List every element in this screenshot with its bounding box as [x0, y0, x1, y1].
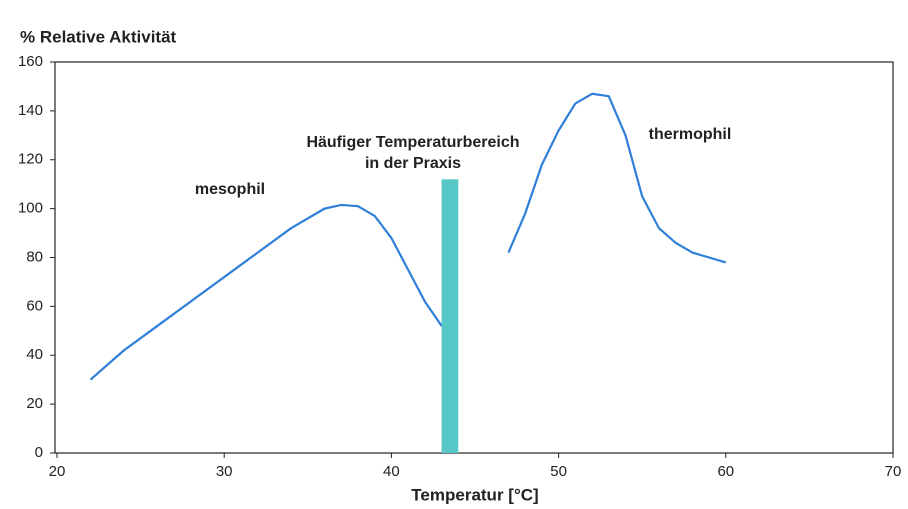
x-tick-label: 30 — [216, 463, 233, 480]
y-tick-label: 20 — [26, 395, 43, 412]
series-label: mesophil — [195, 181, 265, 198]
y-tick-label: 60 — [26, 297, 43, 314]
y-tick-label: 120 — [18, 151, 43, 168]
x-tick-label: 60 — [717, 463, 734, 480]
line — [507, 92, 727, 264]
y-tick-label: 100 — [18, 200, 43, 217]
x-axis-label: Temperatur [°C] — [411, 485, 538, 504]
band-label: Häufiger Temperaturbereich — [306, 134, 519, 151]
x-tick-label: 20 — [49, 463, 66, 480]
y-tick-label: 140 — [18, 102, 43, 119]
x-tick-label: 40 — [383, 463, 400, 480]
y-tick-label: 40 — [26, 346, 43, 363]
y-tick-label: 0 — [35, 444, 43, 461]
x-tick-label: 50 — [550, 463, 567, 480]
x-tick-label: 70 — [885, 463, 902, 480]
line — [89, 203, 443, 381]
band — [441, 179, 459, 454]
y-tick-label: 80 — [26, 248, 43, 265]
band-label: in der Praxis — [365, 155, 461, 172]
chart-title: % Relative Aktivität — [20, 27, 177, 46]
series-label: thermophil — [649, 126, 732, 143]
y-tick-label: 160 — [18, 53, 43, 70]
